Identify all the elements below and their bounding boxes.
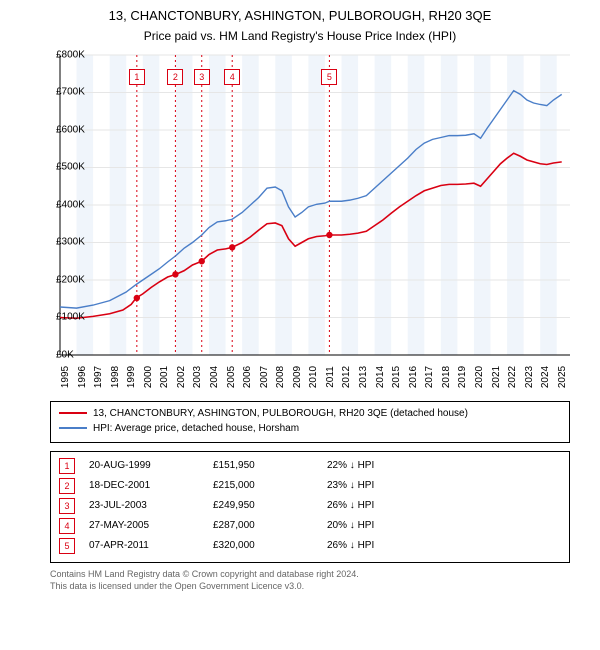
table-diff: 26% ↓ HPI: [327, 500, 437, 511]
x-tick-label: 2025: [557, 366, 568, 388]
x-tick-label: 2003: [192, 366, 203, 388]
table-marker: 5: [59, 538, 75, 554]
table-row: 5 07-APR-2011 £320,000 26% ↓ HPI: [59, 536, 561, 556]
x-tick-label: 2023: [524, 366, 535, 388]
chart-container: 13, CHANCTONBURY, ASHINGTON, PULBOROUGH,…: [0, 0, 600, 598]
x-tick-label: 2016: [408, 366, 419, 388]
x-tick-label: 2022: [507, 366, 518, 388]
table-row: 3 23-JUL-2003 £249,950 26% ↓ HPI: [59, 496, 561, 516]
legend-label: 13, CHANCTONBURY, ASHINGTON, PULBOROUGH,…: [93, 406, 468, 421]
x-tick-label: 2001: [159, 366, 170, 388]
x-tick-label: 2000: [143, 366, 154, 388]
x-tick-label: 2008: [275, 366, 286, 388]
x-tick-label: 2017: [424, 366, 435, 388]
x-tick-label: 2006: [242, 366, 253, 388]
x-tick-label: 2005: [226, 366, 237, 388]
footer-attribution: Contains HM Land Registry data © Crown c…: [50, 569, 570, 592]
x-tick-label: 2015: [391, 366, 402, 388]
table-diff: 23% ↓ HPI: [327, 480, 437, 491]
table-diff: 20% ↓ HPI: [327, 520, 437, 531]
x-tick-label: 2002: [176, 366, 187, 388]
table-row: 4 27-MAY-2005 £287,000 20% ↓ HPI: [59, 516, 561, 536]
table-price: £320,000: [213, 540, 313, 551]
table-date: 20-AUG-1999: [89, 460, 199, 471]
x-tick-label: 2009: [292, 366, 303, 388]
sale-marker-2: 2: [167, 69, 183, 85]
table-row: 2 18-DEC-2001 £215,000 23% ↓ HPI: [59, 476, 561, 496]
x-tick-label: 1999: [126, 366, 137, 388]
x-tick-label: 1995: [60, 366, 71, 388]
x-tick-label: 2007: [259, 366, 270, 388]
table-price: £249,950: [213, 500, 313, 511]
table-marker: 3: [59, 498, 75, 514]
x-tick-label: 1997: [93, 366, 104, 388]
legend-swatch: [59, 427, 87, 429]
x-tick-label: 2019: [457, 366, 468, 388]
x-tick-label: 2014: [375, 366, 386, 388]
legend-box: 13, CHANCTONBURY, ASHINGTON, PULBOROUGH,…: [50, 401, 570, 443]
x-tick-label: 2021: [491, 366, 502, 388]
table-date: 18-DEC-2001: [89, 480, 199, 491]
x-tick-label: 2012: [341, 366, 352, 388]
x-tick-label: 2010: [308, 366, 319, 388]
table-diff: 26% ↓ HPI: [327, 540, 437, 551]
x-tick-label: 2020: [474, 366, 485, 388]
legend-swatch: [59, 412, 87, 414]
table-price: £287,000: [213, 520, 313, 531]
x-tick-label: 1998: [110, 366, 121, 388]
x-tick-label: 2024: [540, 366, 551, 388]
table-price: £151,950: [213, 460, 313, 471]
table-date: 27-MAY-2005: [89, 520, 199, 531]
footer-line-2: This data is licensed under the Open Gov…: [50, 581, 570, 593]
x-tick-label: 2004: [209, 366, 220, 388]
x-tick-label: 2011: [325, 366, 336, 388]
legend-label: HPI: Average price, detached house, Hors…: [93, 421, 299, 436]
chart-title: 13, CHANCTONBURY, ASHINGTON, PULBOROUGH,…: [10, 8, 590, 25]
x-tick-label: 2013: [358, 366, 369, 388]
table-diff: 22% ↓ HPI: [327, 460, 437, 471]
legend-item: 13, CHANCTONBURY, ASHINGTON, PULBOROUGH,…: [59, 406, 561, 421]
table-marker: 2: [59, 478, 75, 494]
table-row: 1 20-AUG-1999 £151,950 22% ↓ HPI: [59, 456, 561, 476]
sale-marker-3: 3: [194, 69, 210, 85]
legend-item: HPI: Average price, detached house, Hors…: [59, 421, 561, 436]
footer-line-1: Contains HM Land Registry data © Crown c…: [50, 569, 570, 581]
sale-marker-4: 4: [224, 69, 240, 85]
table-date: 23-JUL-2003: [89, 500, 199, 511]
sale-marker-5: 5: [321, 69, 337, 85]
x-tick-label: 1996: [77, 366, 88, 388]
chart-subtitle: Price paid vs. HM Land Registry's House …: [10, 29, 590, 43]
table-marker: 4: [59, 518, 75, 534]
sale-marker-1: 1: [129, 69, 145, 85]
table-marker: 1: [59, 458, 75, 474]
table-date: 07-APR-2011: [89, 540, 199, 551]
sales-table: 1 20-AUG-1999 £151,950 22% ↓ HPI 2 18-DEC-200…: [50, 451, 570, 563]
x-tick-label: 2018: [441, 366, 452, 388]
table-price: £215,000: [213, 480, 313, 491]
chart-plot-area: £0K£100K£200K£300K£400K£500K£600K£700K£8…: [20, 51, 580, 391]
